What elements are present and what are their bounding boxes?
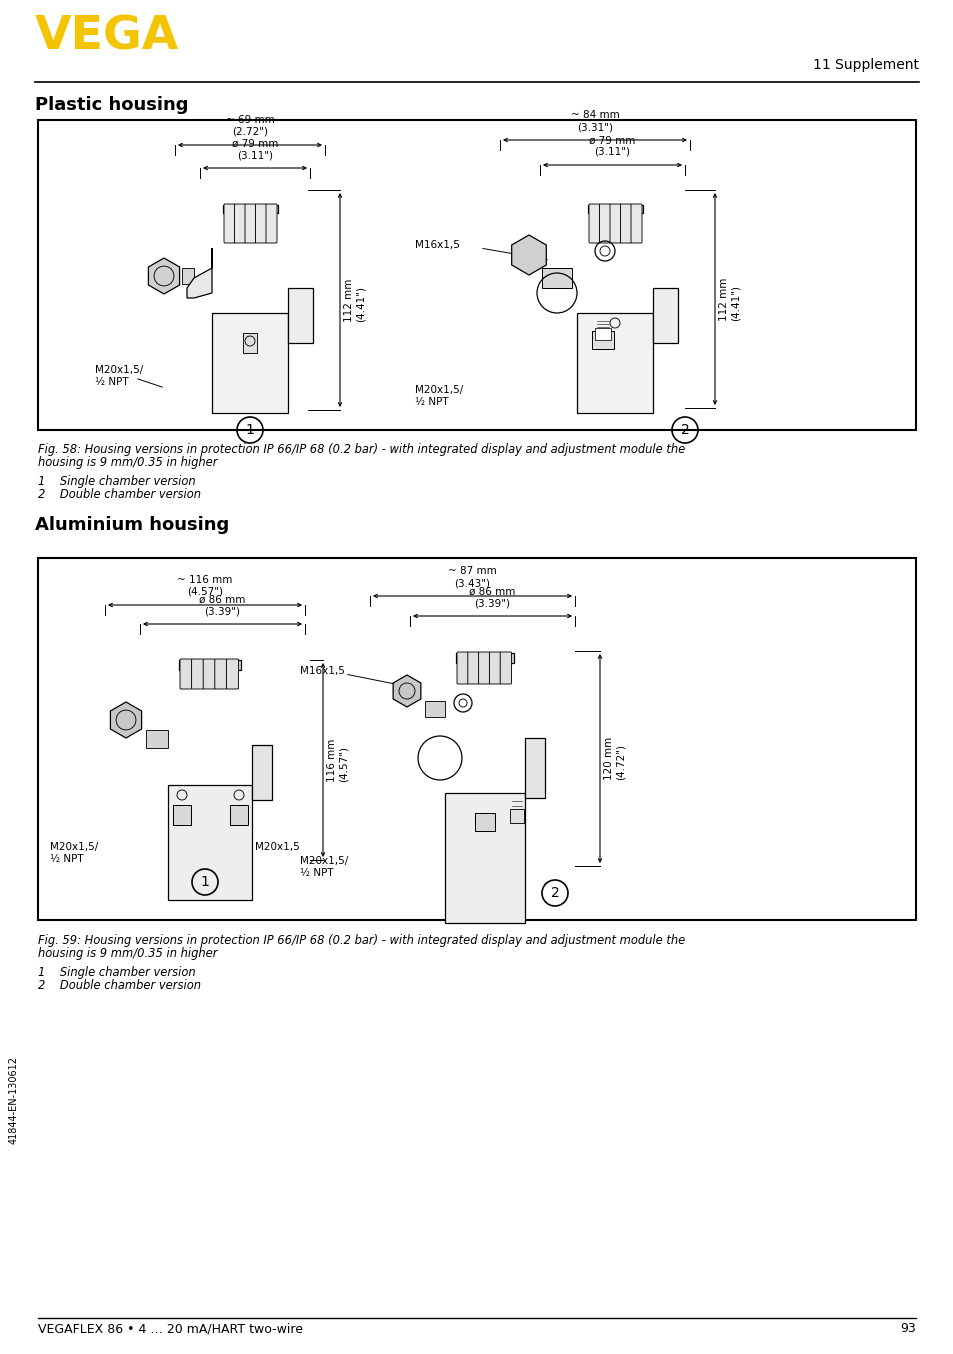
Text: 112 mm
(4.41"): 112 mm (4.41") — [344, 279, 365, 322]
FancyBboxPatch shape — [266, 204, 276, 242]
Bar — [592, 330, 614, 349]
FancyBboxPatch shape — [203, 659, 215, 689]
FancyBboxPatch shape — [255, 204, 266, 242]
Polygon shape — [187, 248, 212, 298]
FancyBboxPatch shape — [467, 653, 478, 684]
Bar — [475, 812, 495, 831]
Text: ø 86 mm
(3.39"): ø 86 mm (3.39") — [469, 586, 516, 608]
FancyBboxPatch shape — [192, 659, 204, 689]
Bar — [212, 313, 288, 413]
Bar — [288, 288, 313, 343]
FancyBboxPatch shape — [499, 653, 511, 684]
Text: 11 Supplement: 11 Supplement — [812, 58, 918, 72]
Text: 1: 1 — [200, 875, 210, 890]
FancyBboxPatch shape — [180, 659, 192, 689]
Text: ~ 116 mm
(4.57"): ~ 116 mm (4.57") — [177, 575, 233, 597]
Text: 2    Double chamber version: 2 Double chamber version — [38, 487, 201, 501]
Bar — [577, 313, 652, 413]
Bar — [179, 659, 241, 670]
Text: ~ 69 mm
(2.72"): ~ 69 mm (2.72") — [226, 115, 274, 137]
Text: M16x1,5: M16x1,5 — [415, 240, 459, 250]
Bar — [168, 785, 252, 900]
Bar — [587, 204, 642, 213]
Text: 2: 2 — [679, 422, 689, 437]
Text: Aluminium housing: Aluminium housing — [35, 516, 229, 533]
Text: ø 86 mm
(3.39"): ø 86 mm (3.39") — [199, 594, 246, 616]
Bar — [652, 288, 678, 343]
FancyBboxPatch shape — [224, 204, 234, 242]
Text: 120 mm
(4.72"): 120 mm (4.72") — [603, 737, 625, 780]
Text: 93: 93 — [900, 1322, 915, 1335]
FancyBboxPatch shape — [226, 659, 238, 689]
Text: housing is 9 mm/0.35 in higher: housing is 9 mm/0.35 in higher — [38, 946, 217, 960]
Text: M20x1,5/
½ NPT: M20x1,5/ ½ NPT — [415, 385, 463, 406]
Text: VEGA: VEGA — [35, 15, 179, 60]
Text: 2: 2 — [550, 886, 558, 900]
Text: M16x1,5: M16x1,5 — [299, 666, 345, 676]
Text: housing is 9 mm/0.35 in higher: housing is 9 mm/0.35 in higher — [38, 456, 217, 468]
Text: Fig. 58: Housing versions in protection IP 66/IP 68 (0.2 bar) - with integrated : Fig. 58: Housing versions in protection … — [38, 443, 684, 456]
Text: ø 79 mm
(3.11"): ø 79 mm (3.11") — [589, 135, 635, 157]
Bar — [524, 738, 544, 798]
Text: M20x1,5/
½ NPT: M20x1,5/ ½ NPT — [95, 366, 143, 387]
Text: ~ 87 mm
(3.43"): ~ 87 mm (3.43") — [448, 566, 497, 588]
Bar — [510, 808, 523, 823]
Bar — [243, 333, 256, 353]
FancyBboxPatch shape — [619, 204, 631, 242]
Bar — [424, 701, 444, 718]
Text: 112 mm
(4.41"): 112 mm (4.41") — [719, 278, 740, 321]
Text: M20x1,5/
½ NPT: M20x1,5/ ½ NPT — [50, 842, 98, 864]
FancyBboxPatch shape — [609, 204, 620, 242]
Text: Plastic housing: Plastic housing — [35, 96, 189, 114]
Bar — [38, 558, 915, 919]
FancyBboxPatch shape — [245, 204, 255, 242]
Text: 1    Single chamber version: 1 Single chamber version — [38, 475, 195, 487]
Text: 1: 1 — [245, 422, 254, 437]
Text: M20x1,5: M20x1,5 — [254, 842, 299, 852]
Text: Fig. 59: Housing versions in protection IP 66/IP 68 (0.2 bar) - with integrated : Fig. 59: Housing versions in protection … — [38, 934, 684, 946]
Polygon shape — [511, 236, 546, 275]
Text: M20x1,5/
½ NPT: M20x1,5/ ½ NPT — [299, 856, 348, 877]
FancyBboxPatch shape — [588, 204, 599, 242]
FancyBboxPatch shape — [598, 204, 610, 242]
Bar — [172, 806, 191, 825]
Text: ø 79 mm
(3.11"): ø 79 mm (3.11") — [232, 138, 278, 160]
FancyBboxPatch shape — [489, 653, 500, 684]
Bar — [444, 793, 524, 923]
Text: 2    Double chamber version: 2 Double chamber version — [38, 979, 201, 992]
FancyBboxPatch shape — [630, 204, 641, 242]
Polygon shape — [111, 701, 141, 738]
Bar — [223, 204, 277, 213]
Polygon shape — [149, 259, 179, 294]
FancyBboxPatch shape — [234, 204, 245, 242]
Bar — [595, 328, 610, 340]
Polygon shape — [393, 676, 420, 707]
Bar — [182, 268, 193, 284]
Text: 1    Single chamber version: 1 Single chamber version — [38, 965, 195, 979]
Text: VEGAFLEX 86 • 4 … 20 mA/HART two-wire: VEGAFLEX 86 • 4 … 20 mA/HART two-wire — [38, 1322, 303, 1335]
Text: ~ 84 mm
(3.31"): ~ 84 mm (3.31") — [570, 111, 618, 131]
FancyBboxPatch shape — [214, 659, 227, 689]
FancyBboxPatch shape — [456, 653, 468, 684]
Bar — [456, 653, 514, 663]
FancyBboxPatch shape — [478, 653, 490, 684]
Bar — [146, 730, 168, 747]
Bar — [252, 745, 272, 800]
Bar — [38, 121, 915, 431]
Text: 116 mm
(4.57"): 116 mm (4.57") — [327, 738, 348, 781]
Bar — [541, 268, 572, 288]
Bar — [230, 806, 248, 825]
Text: 41844-EN-130612: 41844-EN-130612 — [9, 1056, 19, 1144]
